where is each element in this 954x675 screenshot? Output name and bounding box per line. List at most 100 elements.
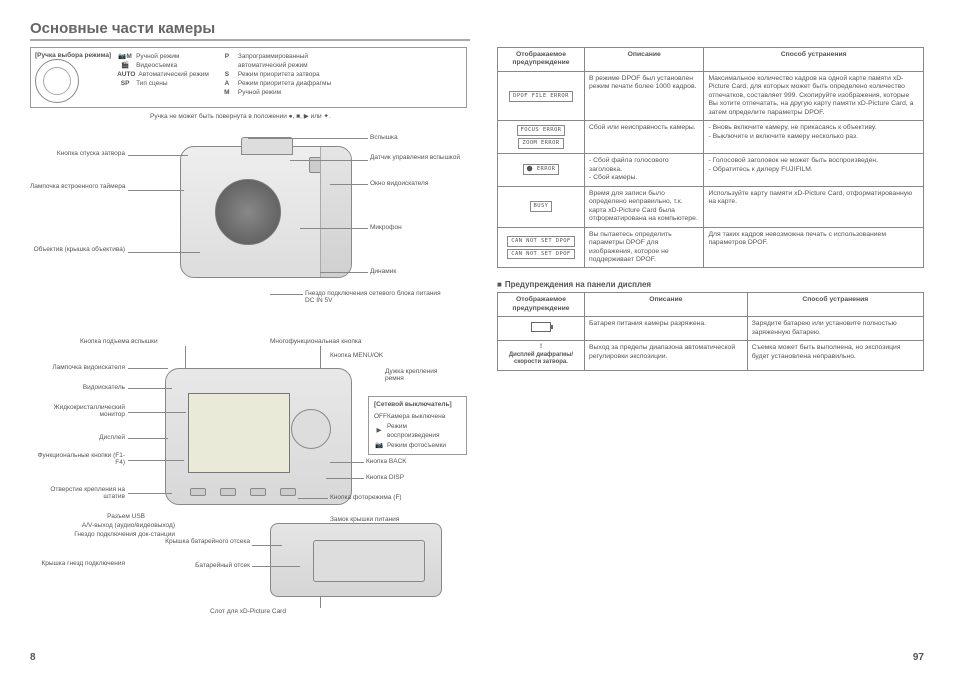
switch-txt: Камера выключена [387, 412, 445, 422]
camera-bottom-body [270, 523, 442, 597]
cell-fix: Максимальное количество кадров на одной … [704, 71, 924, 120]
left-column: [Ручка выбора режима] 📷MРучной режим 🎬Ви… [30, 47, 467, 628]
cell-fix: Используйте карту памяти xD-Picture Card… [704, 186, 924, 227]
label-back-btn: Кнопка BACK [366, 458, 407, 465]
label-strap: Дужка крепления ремня [385, 368, 455, 382]
camera-back-figure: Кнопка подъема вспышки Многофункциональн… [30, 338, 467, 628]
label-photomode-btn: Кнопка фоторежима (F) [330, 494, 402, 501]
mode-sym: A [219, 79, 235, 88]
cell-fix: Съемка может быть выполнена, но экспозиц… [747, 341, 923, 371]
mode-col-1: 📷MРучной режим 🎬Видеосъемка AUTOАвтомати… [117, 52, 209, 103]
label-display: Дисплей [30, 434, 125, 441]
mode-dial-title: [Ручка выбора режима] [35, 52, 111, 59]
cell-fix: Для таких кадров невозможна печать с исп… [704, 227, 924, 268]
f-button-icon [190, 488, 206, 496]
switch-title: [Сетевой выключатель] [374, 400, 461, 410]
mode-sym: 📷M [117, 52, 133, 61]
cell-warn: !Дисплей диафрагмы/ скорости затвора. [497, 341, 584, 371]
f-button-icon [250, 488, 266, 496]
mode-txt: Ручной режим [136, 52, 179, 61]
flash-icon [241, 137, 293, 155]
mode-txt: Режим приоритета диафрагмы [238, 79, 331, 88]
warn-chip: ZOOM ERROR [518, 138, 563, 149]
mode-sym: SP [117, 79, 133, 88]
cell-fix: Зарядите батарею или установите полность… [747, 317, 923, 341]
cell-desc: - Сбой файла голосового заголовка. - Сбо… [584, 154, 703, 186]
warn-chip: CAN NOT SET DPOF [507, 249, 574, 260]
battery-door-icon [313, 540, 425, 582]
right-column: Отображаемое предупреждение Описание Спо… [497, 47, 924, 628]
label-flash-pop: Кнопка подъема вспышки [80, 338, 158, 345]
cell-desc: Вы пытаетесь определить параметры DPOF д… [584, 227, 703, 268]
label-lens: Объектив (крышка объектива) [30, 246, 125, 253]
label-speaker: Динамик [370, 268, 396, 275]
dpad-icon [291, 409, 331, 449]
label-mic: Микрофон [370, 224, 402, 231]
power-switch-box: [Сетевой выключатель] OFFКамера выключен… [368, 396, 467, 455]
f-button-icon [280, 488, 296, 496]
lcd-icon [188, 393, 290, 473]
switch-sym: 📷 [374, 441, 384, 451]
label-usb: Разъем USB [30, 513, 145, 520]
mode-txt: Запрограммированный автоматический режим [238, 52, 358, 70]
label-batt-cover: Крышка батарейного отсека [160, 538, 250, 545]
th-description: Описание [584, 293, 747, 317]
switch-txt: Режим фотосъемки [387, 441, 446, 451]
page-number-left: 8 [30, 652, 36, 663]
label-dc-in: Гнездо подключения сетевого блока питани… [305, 290, 445, 304]
mode-dial-note: Ручка не может быть повернута в положени… [30, 112, 467, 120]
label-dock: Гнездо подключения док-станции [30, 531, 175, 538]
page-layout: [Ручка выбора режима] 📷MРучной режим 🎬Ви… [30, 47, 924, 628]
th-warning: Отображаемое предупреждение [497, 293, 584, 317]
error-table-1: Отображаемое предупреждение Описание Спо… [497, 47, 924, 268]
page-number-right: 97 [913, 652, 924, 663]
label-timer-lamp: Лампочка встроенного таймера [30, 183, 125, 190]
battery-icon [531, 322, 551, 332]
mode-dial-box: [Ручка выбора режима] 📷MРучной режим 🎬Ви… [30, 47, 467, 108]
th-fix: Способ устранения [747, 293, 923, 317]
page-title: Основные части камеры [30, 20, 470, 41]
label-vf-window: Окно видоискателя [370, 180, 428, 187]
label-viewfinder: Видоискатель [30, 384, 125, 391]
cell-fix: - Голосовой заголовок не может быть восп… [704, 154, 924, 186]
label-f-buttons: Функциональные кнопки (F1-F4) [30, 452, 125, 466]
camera-front-figure: Кнопка спуска затвора Лампочка встроенно… [30, 128, 467, 328]
warn-chip: DPOF FILE ERROR [509, 91, 573, 102]
cell-desc: Батарея питания камеры разряжена. [584, 317, 747, 341]
mode-txt: Режим приоритета затвора [238, 70, 320, 79]
table-row: FOCUS ERROR ZOOM ERROR Сбой или неисправн… [497, 121, 923, 154]
mode-sym: P [219, 52, 235, 61]
mode-txt: Автоматический режим [138, 70, 208, 79]
mode-sym: AUTO [117, 70, 135, 79]
grip-icon [320, 147, 351, 277]
label-disp-btn: Кнопка DISP [366, 474, 404, 481]
mode-col-2: PЗапрограммированный автоматический режи… [219, 52, 358, 103]
mode-sym: M [219, 88, 235, 97]
cell-desc: В режиме DPOF был установлен режим печат… [584, 71, 703, 120]
table-row: BUSY Время для записи было определено не… [497, 186, 923, 227]
cell-fix: - Вновь включите камеру, не прикасаясь к… [704, 121, 924, 154]
warn-chip: CAN NOT SET DPOF [507, 236, 574, 247]
label-batt-compartment: Батарейный отсек [170, 562, 250, 569]
switch-txt: Режим воспроизведения [387, 422, 461, 442]
th-description: Описание [584, 48, 703, 72]
label-av: A/V-выход (аудио/видеовыход) [30, 522, 175, 529]
cell-desc: Время для записи было определено неправи… [584, 186, 703, 227]
switch-sym: OFF [374, 412, 384, 422]
camera-front-body [180, 146, 352, 278]
label-multi-button: Многофункциональная кнопка [270, 338, 361, 345]
camera-back-body [165, 368, 352, 505]
lens-icon [215, 179, 281, 245]
mode-dial-icon [35, 59, 79, 103]
label-lcd: Жидкокристаллический монитор [30, 404, 125, 418]
warn-chip: FOCUS ERROR [517, 125, 566, 136]
table-row: CAN NOT SET DPOF CAN NOT SET DPOF Вы пыта… [497, 227, 923, 268]
f-button-icon [220, 488, 236, 496]
th-fix: Способ устранения [704, 48, 924, 72]
label-tripod: Отверстие крепления на штатив [30, 486, 125, 500]
label-xd-slot: Слот для xD-Picture Card [210, 608, 286, 615]
cell-desc: Сбой или неисправность камеры. [584, 121, 703, 154]
mode-sym: 🎬 [117, 61, 133, 70]
section-2-title: Предупреждения на панели дисплея [497, 280, 924, 289]
label-vf-lamp: Лампочка видоискателя [30, 364, 125, 371]
